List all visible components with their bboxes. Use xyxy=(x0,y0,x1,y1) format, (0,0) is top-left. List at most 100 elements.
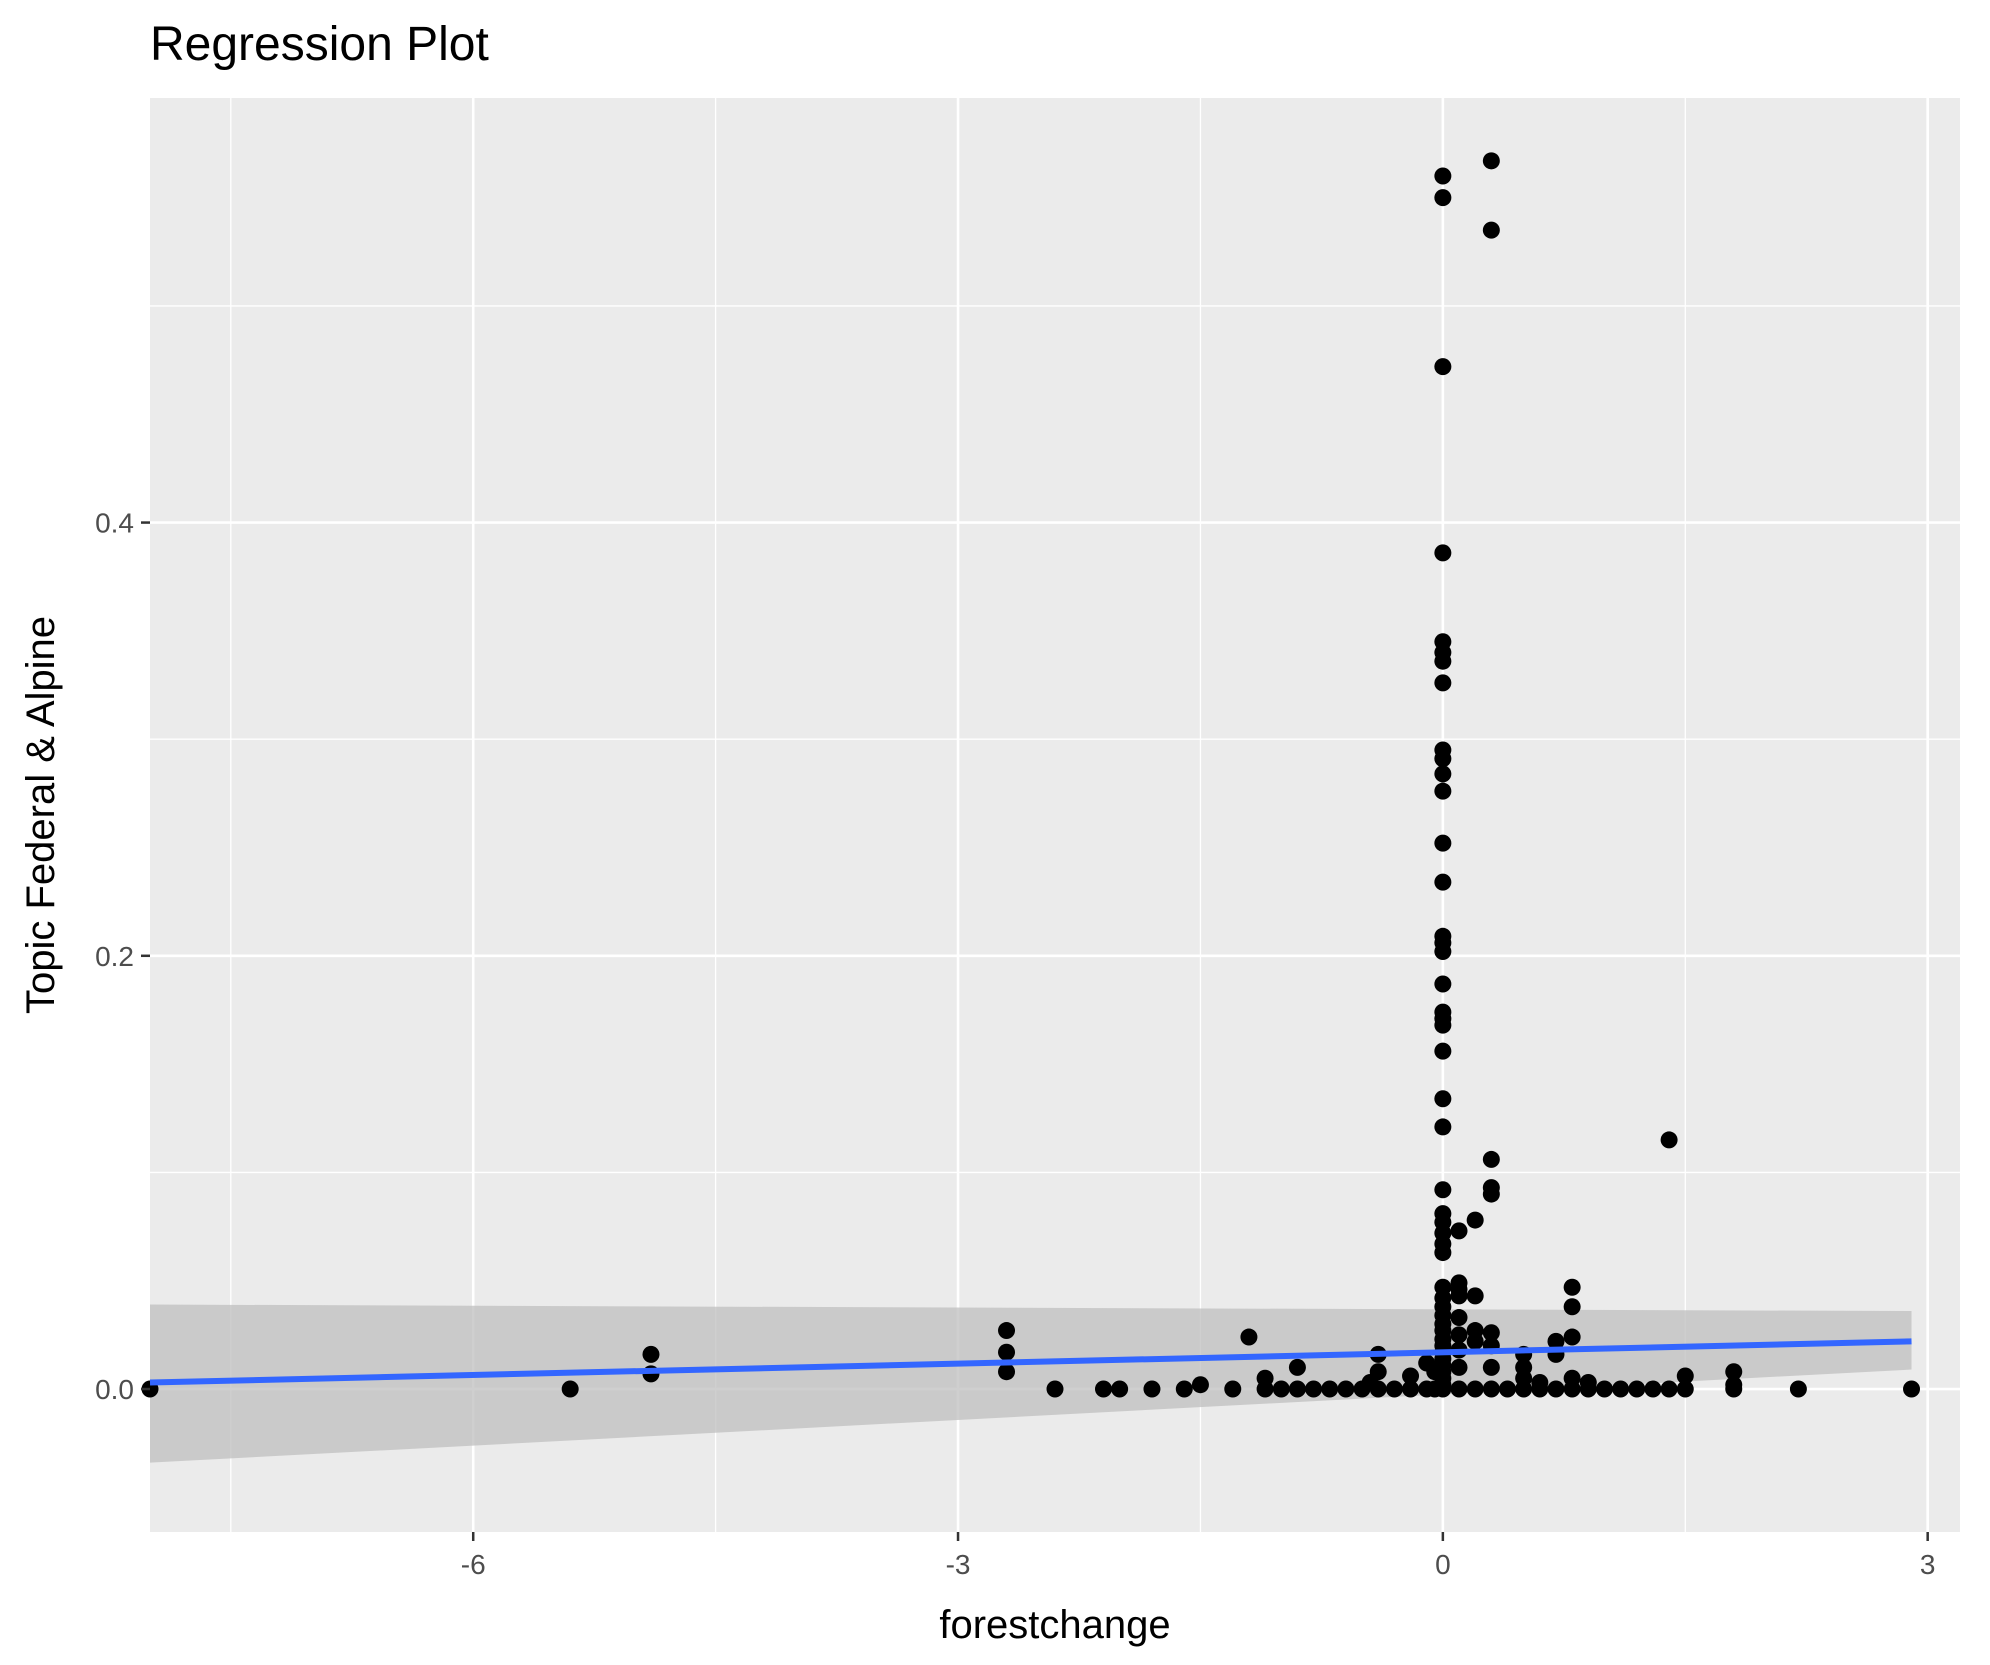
data-point xyxy=(1595,1380,1613,1398)
data-point xyxy=(1499,1380,1516,1398)
data-point xyxy=(1288,1380,1306,1398)
data-point xyxy=(1450,1380,1468,1398)
data-point xyxy=(1563,1380,1581,1398)
x-tick-label: 3 xyxy=(1920,1549,1936,1580)
data-point xyxy=(1111,1380,1129,1398)
data-point xyxy=(998,1343,1016,1361)
data-point xyxy=(1466,1287,1484,1305)
y-tick-label: 0.2 xyxy=(95,941,134,972)
data-point xyxy=(1789,1380,1807,1398)
data-point xyxy=(1725,1380,1743,1398)
data-point xyxy=(1272,1380,1290,1398)
data-point xyxy=(1660,1131,1678,1149)
data-point xyxy=(1434,942,1452,960)
regression-line xyxy=(149,1338,1912,1386)
data-point xyxy=(1434,1181,1452,1199)
data-point xyxy=(1434,1016,1452,1034)
data-point xyxy=(1434,873,1452,891)
data-point xyxy=(1434,652,1452,670)
data-point xyxy=(1305,1380,1323,1398)
data-point xyxy=(1224,1380,1242,1398)
chart-title: Regression Plot xyxy=(150,18,489,71)
data-point xyxy=(1515,1380,1533,1398)
y-axis-title: Topic Federal & Alpine xyxy=(19,616,63,1014)
x-axis: -6 -3 0 3 xyxy=(461,1532,1936,1580)
data-point xyxy=(1466,1211,1484,1229)
data-point xyxy=(1240,1328,1258,1346)
data-point xyxy=(1402,1367,1420,1385)
data-point xyxy=(1563,1298,1581,1316)
data-point xyxy=(1046,1380,1064,1398)
data-point xyxy=(1434,1042,1452,1060)
data-point xyxy=(1903,1380,1921,1398)
data-point xyxy=(1482,1324,1500,1342)
data-point xyxy=(1612,1380,1630,1398)
plot-panel xyxy=(150,98,1960,1532)
data-point xyxy=(1385,1380,1403,1398)
data-point xyxy=(1434,1118,1452,1136)
data-point xyxy=(1482,1185,1500,1203)
data-point xyxy=(1402,1380,1420,1398)
data-point xyxy=(1191,1376,1209,1394)
data-point xyxy=(1660,1380,1678,1398)
data-point xyxy=(998,1363,1016,1381)
data-point xyxy=(1434,750,1452,768)
x-axis-title: forestchange xyxy=(939,1603,1170,1647)
y-tick-label: 0.0 xyxy=(95,1374,134,1405)
data-point xyxy=(1563,1278,1581,1296)
data-point xyxy=(1466,1380,1484,1398)
data-point xyxy=(1725,1363,1743,1381)
data-point xyxy=(1434,834,1452,852)
data-point xyxy=(1482,152,1500,170)
data-points xyxy=(141,152,1921,1398)
x-tick-label: -6 xyxy=(461,1549,486,1580)
data-point xyxy=(1482,1380,1500,1398)
data-point xyxy=(1676,1380,1694,1398)
data-point xyxy=(1579,1380,1597,1398)
data-point xyxy=(1434,1244,1452,1262)
data-point xyxy=(642,1345,660,1363)
data-point xyxy=(1175,1380,1193,1398)
data-point xyxy=(1628,1380,1646,1398)
x-tick-label: -3 xyxy=(946,1549,971,1580)
data-point xyxy=(1434,189,1452,207)
data-point xyxy=(1547,1380,1565,1398)
y-axis: 0.0 0.2 0.4 xyxy=(95,508,150,1405)
data-point xyxy=(1434,674,1452,692)
data-point xyxy=(1337,1380,1355,1398)
data-point xyxy=(1434,358,1452,376)
data-point xyxy=(1547,1332,1565,1350)
data-point xyxy=(1466,1332,1484,1350)
data-point xyxy=(1434,782,1452,800)
data-point xyxy=(1094,1380,1112,1398)
data-point xyxy=(1531,1380,1549,1398)
data-point xyxy=(1450,1287,1468,1305)
data-point xyxy=(561,1380,579,1398)
data-point xyxy=(1434,544,1452,562)
data-point xyxy=(1563,1328,1581,1346)
data-point xyxy=(1434,1380,1452,1398)
x-tick-label: 0 xyxy=(1435,1549,1451,1580)
data-point xyxy=(1143,1380,1161,1398)
data-point xyxy=(998,1322,1016,1340)
data-point xyxy=(1482,1150,1500,1168)
data-point xyxy=(1288,1358,1306,1376)
data-point xyxy=(1434,975,1452,993)
data-point xyxy=(1450,1358,1468,1376)
minor-gridlines xyxy=(150,98,1960,1532)
data-point xyxy=(1321,1380,1339,1398)
data-point xyxy=(1434,1090,1452,1108)
data-point xyxy=(1450,1309,1468,1327)
data-point xyxy=(1482,1358,1500,1376)
data-point xyxy=(1676,1367,1694,1385)
data-point xyxy=(1434,167,1452,185)
data-point xyxy=(1644,1380,1662,1398)
data-point xyxy=(1434,765,1452,783)
data-point xyxy=(1482,221,1500,239)
data-point xyxy=(1369,1380,1387,1398)
data-point xyxy=(1369,1363,1387,1381)
data-point xyxy=(1450,1222,1468,1240)
data-point xyxy=(1450,1326,1468,1344)
data-point xyxy=(1256,1380,1274,1398)
